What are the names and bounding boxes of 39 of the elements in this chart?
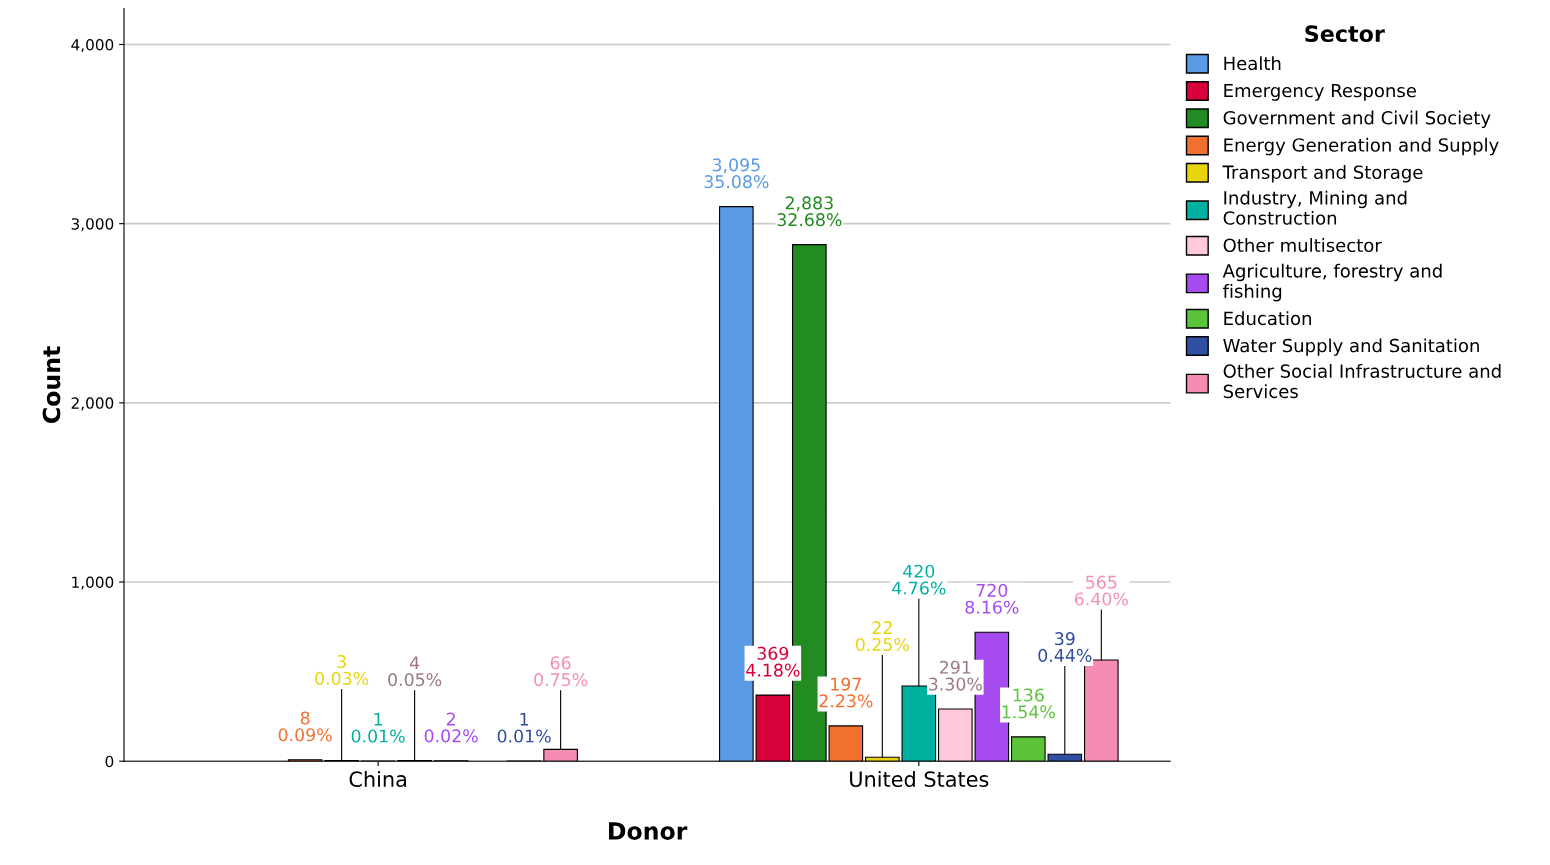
data-label: 4 0.05%: [388, 656, 442, 687]
x-tick-label: China: [349, 770, 406, 788]
x-axis-title: Donor: [609, 822, 688, 840]
data-label: 3,095 35.08%: [704, 158, 769, 189]
legend-label: Transport and Storage: [1222, 165, 1423, 183]
legend-label: Industry, Mining and Construction: [1223, 190, 1407, 225]
data-label: 3 0.03%: [315, 654, 369, 685]
legend-label: Energy Generation and Supply: [1224, 137, 1499, 156]
data-label: 39 0.44%: [1038, 632, 1092, 662]
data-label: 22 0.25%: [855, 621, 909, 652]
legend-label: Government and Civil Society: [1223, 110, 1491, 129]
legend-label: Water Supply and Sanitation: [1223, 338, 1479, 356]
data-label: 720 8.16%: [965, 583, 1019, 614]
data-label: 565 6.40%: [1074, 575, 1128, 606]
data-label: 8 0.09%: [278, 711, 332, 742]
data-label: 369 4.18%: [746, 646, 800, 677]
data-label: 2,883 32.68%: [777, 196, 842, 227]
legend-label: Agriculture, forestry and fishing: [1222, 263, 1442, 302]
y-tick-label: 3,000: [71, 218, 114, 232]
legend-label: Education: [1224, 311, 1311, 326]
data-label: 66 0.75%: [534, 656, 588, 687]
y-tick-label: 0: [105, 755, 114, 768]
legend-label: Emergency Response: [1224, 83, 1416, 101]
legend-label: Other Social Infrastructure and Services: [1223, 363, 1501, 399]
y-axis-title: Count: [42, 346, 61, 423]
y-tick-label: 4,000: [71, 38, 114, 53]
legend-title: Sector: [1305, 25, 1385, 43]
x-tick-label: United States: [850, 770, 989, 788]
data-label: 136 1.54%: [1002, 688, 1055, 719]
y-tick-label: 2,000: [71, 397, 114, 411]
legend-label: Other multisector: [1223, 238, 1382, 253]
data-label: 2 0.02%: [424, 712, 478, 743]
y-tick-label: 1,000: [72, 576, 114, 590]
data-label: 420 4.76%: [892, 564, 946, 595]
data-label: 1 0.01%: [497, 712, 551, 743]
data-label: 291 3.30%: [929, 660, 982, 691]
legend-label: Health: [1224, 56, 1281, 71]
data-label: 197 2.23%: [819, 677, 873, 708]
data-label: 1 0.01%: [351, 712, 405, 743]
